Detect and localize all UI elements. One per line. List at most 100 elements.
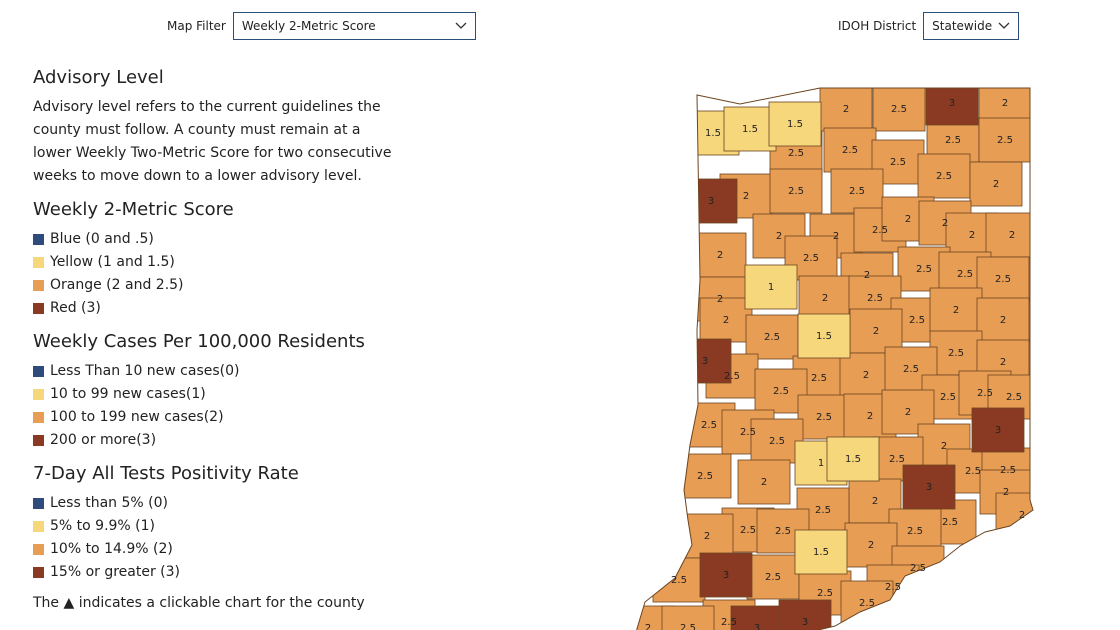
county-label: 2.5 [910, 563, 926, 574]
county-label: 1 [768, 282, 774, 293]
county-label: 2.5 [740, 427, 756, 438]
county-label: 2.5 [817, 588, 833, 599]
county-label: 2.5 [936, 171, 952, 182]
county [917, 423, 971, 469]
district-select[interactable]: Statewide [923, 12, 1020, 40]
county [985, 212, 1033, 258]
county [702, 599, 756, 630]
county-label: 2 [843, 104, 849, 115]
county-label: 2.5 [903, 364, 919, 375]
county-label: 2 [776, 231, 782, 242]
district-filter: IDOH District Statewide [838, 12, 1020, 40]
county [744, 264, 798, 310]
county [798, 275, 852, 321]
county-label: 2.5 [724, 371, 740, 382]
county [890, 297, 944, 343]
county-label: 2 [833, 231, 839, 242]
county-label: 2 [717, 250, 723, 261]
county [678, 338, 732, 384]
legend-swatch [33, 435, 44, 446]
legend-item: 200 or more(3) [33, 429, 413, 452]
county [682, 402, 736, 448]
county-label: 2 [868, 540, 874, 551]
county [888, 508, 942, 554]
legend-item: Orange (2 and 2.5) [33, 274, 413, 297]
county [897, 246, 951, 292]
county-label: 3 [802, 617, 808, 628]
county-label: 2.5 [769, 436, 785, 447]
chevron [998, 22, 1010, 29]
filter-label: IDOH District [838, 19, 917, 33]
county [746, 554, 800, 600]
county [680, 513, 734, 559]
county-label: 1 [818, 458, 824, 469]
county-label: 3 [995, 425, 1001, 436]
county-label: 2 [761, 477, 767, 488]
county [797, 313, 851, 359]
filter-label: Map Filter [167, 19, 226, 33]
county [840, 252, 894, 298]
county-label: 2 [822, 293, 828, 304]
county-label: 2.5 [721, 617, 737, 628]
county [969, 161, 1023, 207]
county-label: 1.5 [705, 128, 721, 139]
county [945, 212, 999, 258]
legend-label: Blue (0 and .5) [50, 231, 154, 247]
county [721, 507, 775, 553]
legend-swatch [33, 303, 44, 314]
county [921, 374, 975, 420]
county [866, 564, 920, 610]
advisory-line: weeks to move down to a lower advisory l… [33, 168, 362, 184]
county [737, 459, 791, 505]
county [826, 436, 880, 482]
county-label: 1.5 [787, 119, 803, 130]
county-label: 3 [754, 623, 760, 630]
legend-item: Less Than 10 new cases(0) [33, 360, 413, 383]
county [745, 314, 799, 360]
county-label: 2 [1002, 98, 1008, 109]
legend-item: 15% or greater (3) [33, 561, 413, 584]
county-label: 2 [704, 531, 710, 542]
county-label: 2.5 [815, 505, 831, 516]
county [946, 448, 1000, 494]
county-label: 2.5 [867, 293, 883, 304]
legend-label: Yellow (1 and 1.5) [50, 254, 175, 270]
county [902, 464, 956, 510]
county-label: 2 [717, 294, 723, 305]
state-outline [636, 87, 1034, 630]
advisory-line: county must follow. A county must remain… [33, 122, 361, 138]
county [778, 599, 832, 630]
county-label: 1.5 [845, 454, 861, 465]
legend-swatch [33, 521, 44, 532]
county [678, 453, 732, 499]
legend-item: 100 to 199 new cases(2) [33, 406, 413, 429]
county [929, 330, 983, 376]
county-label: 2.5 [942, 517, 958, 528]
county [819, 88, 873, 132]
county [686, 110, 740, 156]
county-label: 2 [941, 441, 947, 452]
legend-section: Weekly Cases Per 100,000 Residents Less T… [33, 330, 413, 452]
county-label: 2.5 [945, 135, 961, 146]
county [769, 130, 823, 176]
legend-label: Less Than 10 new cases(0) [50, 363, 240, 379]
county [925, 88, 979, 126]
county-label: 2 [1000, 315, 1006, 326]
advisory-title: Advisory Level [33, 67, 164, 88]
county [848, 275, 902, 321]
county [699, 297, 753, 343]
county-label: 2 [863, 370, 869, 381]
county [918, 200, 972, 246]
county-label: 1.5 [813, 547, 829, 558]
county [958, 370, 1012, 416]
legend-panel: Advisory Level Advisory level refers to … [33, 66, 413, 615]
legend-title: Weekly Cases Per 100,000 Residents [33, 331, 365, 352]
county-label: 2.5 [788, 148, 804, 159]
county [723, 106, 777, 152]
filter-select[interactable]: Weekly 2-Metric Score [232, 12, 476, 40]
county [971, 407, 1025, 453]
county [978, 88, 1032, 126]
county [872, 88, 926, 132]
legend-item: 5% to 9.9% (1) [33, 515, 413, 538]
legends: Weekly 2-Metric Score Blue (0 and .5) Yell… [33, 198, 413, 584]
